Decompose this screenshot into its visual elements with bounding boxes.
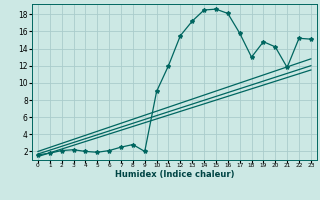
X-axis label: Humidex (Indice chaleur): Humidex (Indice chaleur) — [115, 170, 234, 179]
